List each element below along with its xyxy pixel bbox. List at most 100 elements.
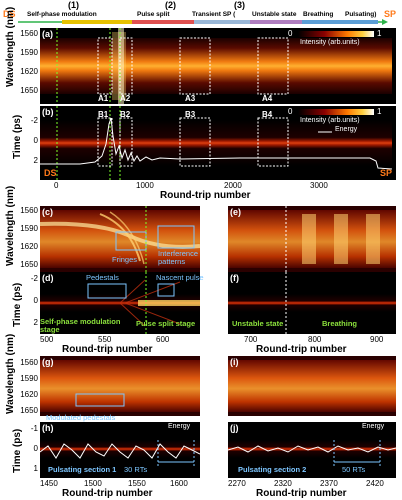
panel-h-label: (h) — [42, 423, 54, 433]
panel-a-label: (a) — [42, 29, 53, 39]
rts-50: 50 RTs — [342, 465, 366, 474]
mid-right-x-ticks: 700 800 900 — [228, 335, 396, 345]
top-x-ticks: 0 1000 2000 3000 — [40, 181, 396, 191]
colorbar-b-max: 1 — [377, 107, 382, 116]
tick: 1650 — [20, 86, 38, 95]
split-segment — [132, 20, 194, 24]
tick: 550 — [98, 335, 112, 344]
tick: 1000 — [136, 181, 154, 190]
tick: 800 — [308, 335, 322, 344]
stage3-number: (3) — [234, 0, 245, 10]
stage3-breathing: Breathing — [303, 11, 334, 18]
box-b3: B3 — [185, 110, 196, 119]
stage-arrow-bar — [18, 19, 388, 25]
bot-left-x-ticks: 1450 1500 1550 1600 — [40, 479, 200, 489]
panel-j-energy-legend: Energy — [362, 423, 385, 430]
panel-f-label: (f) — [230, 273, 239, 283]
energy-curve — [40, 117, 393, 170]
unstable-annotation: Unstable state — [232, 319, 284, 328]
stage3-unstable: Unstable state — [252, 11, 297, 18]
tick: -1 — [30, 424, 38, 433]
tick: 2270 — [228, 479, 246, 488]
box-b1: B1 — [98, 110, 109, 119]
pulsating-section-2: Pulsating section 2 — [238, 465, 307, 474]
tick: 2420 — [366, 479, 384, 488]
panel-e-map — [228, 206, 396, 272]
panel-h-energy-legend: Energy — [168, 423, 191, 430]
tick: 1560 — [20, 206, 38, 215]
tick: 1650 — [20, 260, 38, 269]
box-b4: B4 — [262, 110, 273, 119]
tick: 1590 — [20, 48, 38, 57]
tick: 0 — [33, 444, 38, 453]
colorbar-a-min: 0 — [288, 29, 293, 38]
panel-j-label: (j) — [230, 423, 239, 433]
unstable-segment — [194, 20, 250, 24]
tick: 0 — [33, 136, 38, 145]
legend-energy: Energy — [335, 126, 358, 133]
tick: 3000 — [310, 181, 328, 190]
box-a4: A4 — [262, 94, 273, 103]
ds-label: DS — [3, 9, 16, 19]
stage3-pulsating: Pulsating) — [345, 11, 377, 18]
pedestals-annotation: Pedestals — [86, 273, 119, 282]
tick: 1590 — [20, 224, 38, 233]
panel-b-time-map — [40, 106, 396, 180]
panel-e-label: (e) — [230, 207, 241, 217]
stage1-label: Self-phase modulation — [27, 11, 97, 18]
spm-segment — [62, 20, 132, 24]
colorbar-b-min: 0 — [288, 107, 293, 116]
colorbar-a-max: 1 — [377, 29, 382, 38]
bot-right-x-ticks: 2270 2320 2370 2420 — [228, 479, 396, 489]
nascent-annotation: Nascent pulse — [156, 273, 204, 282]
tick: 1590 — [20, 374, 38, 383]
modulated-annotation: Modulated pedestals — [46, 413, 116, 422]
stage-header: DS (1) (2) (3) Self-phase modulation Pul… — [0, 0, 402, 26]
tick: 0 — [54, 181, 59, 190]
tick: 2000 — [224, 181, 242, 190]
bot-y-title-wavelength: Wavelength (nm) — [5, 333, 16, 414]
tick: -2 — [30, 116, 38, 125]
tick: 1550 — [128, 479, 146, 488]
panel-g-map — [40, 356, 200, 416]
fringes-annotation: Fringes — [112, 255, 138, 264]
box-a1: A1 — [98, 94, 109, 103]
tick: 1620 — [20, 242, 38, 251]
colorbar-b — [298, 109, 374, 115]
tick: 600 — [156, 335, 170, 344]
panel-c-map — [40, 206, 200, 272]
tick: 1600 — [170, 479, 188, 488]
bot-y-title-time: Time (ps) — [12, 428, 23, 473]
panel-d-label: (d) — [42, 273, 54, 283]
panel-i-map — [228, 356, 396, 416]
stage2-label: Pulse split — [137, 11, 170, 18]
panel-g-label: (g) — [42, 357, 54, 367]
y-title-wavelength-top: Wavelength (nm) — [5, 6, 16, 87]
breathing-annotation: Breathing — [322, 319, 358, 328]
stage-arrow-head — [382, 19, 388, 25]
tick: 1560 — [20, 358, 38, 367]
energy-curve-j — [228, 445, 396, 453]
tick: 1560 — [20, 29, 38, 38]
box-b2: B2 — [120, 110, 131, 119]
panel-i-label: (i) — [230, 357, 239, 367]
top-x-title: Round-trip number — [160, 190, 251, 201]
legend-energy-line — [318, 131, 332, 133]
y-title-time-top: Time (ps) — [12, 114, 23, 159]
panel-b-label: (b) — [42, 107, 54, 117]
energy-curve-h — [40, 443, 200, 459]
colorbar-b-label: Intensity (arb.units) — [300, 117, 360, 124]
tick: 1650 — [20, 406, 38, 415]
tick: -2 — [30, 274, 38, 283]
tick: 2 — [33, 318, 38, 327]
tick: 500 — [40, 335, 54, 344]
tick: 900 — [370, 335, 384, 344]
bot-right-x-title: Round-trip number — [256, 488, 347, 499]
tick: 1620 — [20, 390, 38, 399]
box-a2: A2 — [120, 94, 131, 103]
stage3-label: Transient SP ( — [192, 11, 236, 18]
panel-c-label: (c) — [42, 207, 53, 217]
mid-left-x-title: Round-trip number — [62, 344, 153, 355]
panel-b-ds: DS — [44, 168, 57, 178]
panel-j-map — [228, 422, 396, 478]
